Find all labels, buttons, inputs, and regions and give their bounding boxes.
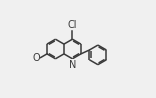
Text: O: O xyxy=(32,53,40,63)
Text: Cl: Cl xyxy=(68,20,77,30)
Text: N: N xyxy=(69,60,76,70)
